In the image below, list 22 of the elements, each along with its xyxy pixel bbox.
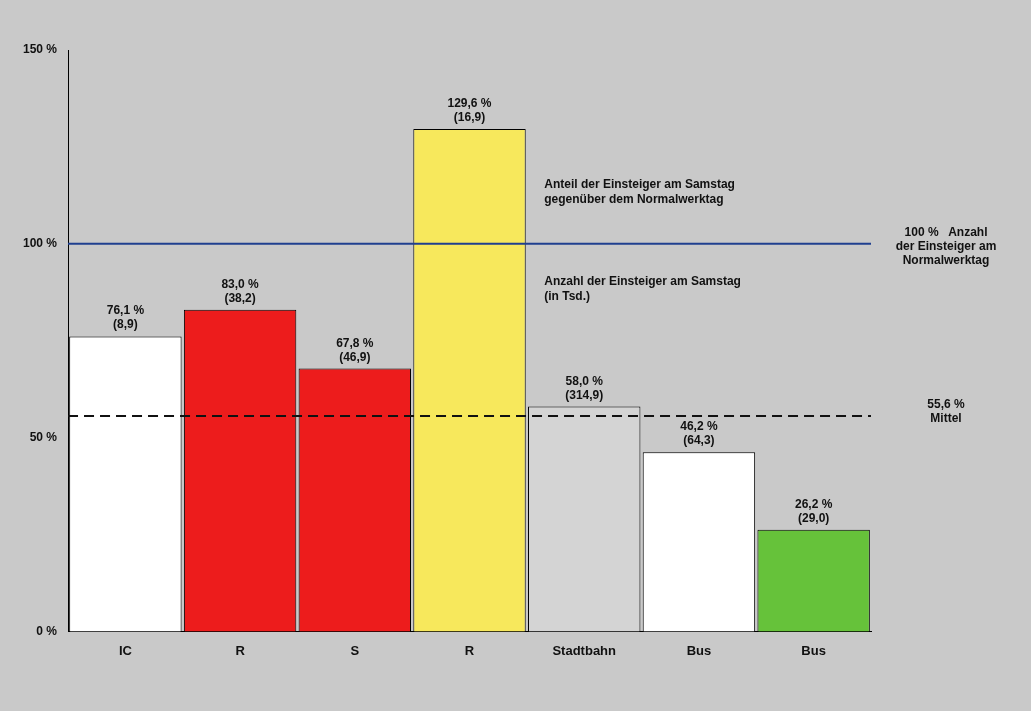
annotation: Anteil der Einsteiger am Samstag gegenüber dem Normalwerktag	[544, 177, 735, 207]
data-label: 129,6 % (16,9)	[447, 96, 492, 125]
data-label: 26,2 % (29,0)	[794, 496, 833, 525]
data-label: 76,1 % (8,9)	[106, 303, 145, 332]
data-label: 46,2 % (64,3)	[680, 419, 718, 448]
ref-line-label: 55,6 % Mittel	[927, 396, 966, 425]
x-tick-label: R	[464, 642, 475, 658]
data-label: 67,8 % (46,9)	[336, 335, 374, 364]
x-tick-label: Bus	[801, 642, 826, 658]
y-tick-label: 50 %	[29, 429, 58, 444]
data-label: 83,0 % (38,2)	[221, 276, 260, 305]
x-tick-label: IC	[118, 642, 133, 658]
y-tick-label: 0 %	[36, 623, 58, 638]
x-tick-label: Bus	[686, 642, 712, 658]
y-tick-label: 150 %	[22, 42, 58, 57]
data-label: 58,0 % (314,9)	[565, 373, 604, 402]
ref-line-label: 100 % Anzahl der Einsteiger am Normalwerktag	[895, 224, 997, 267]
annotation: Anzahl der Einsteiger am Samstag (in Tsd.)	[544, 274, 741, 304]
x-tick-label: Stadtbahn	[552, 642, 617, 658]
x-tick-label: R	[235, 642, 246, 658]
y-tick-label: 100 %	[22, 236, 58, 251]
x-tick-label: S	[350, 642, 360, 658]
